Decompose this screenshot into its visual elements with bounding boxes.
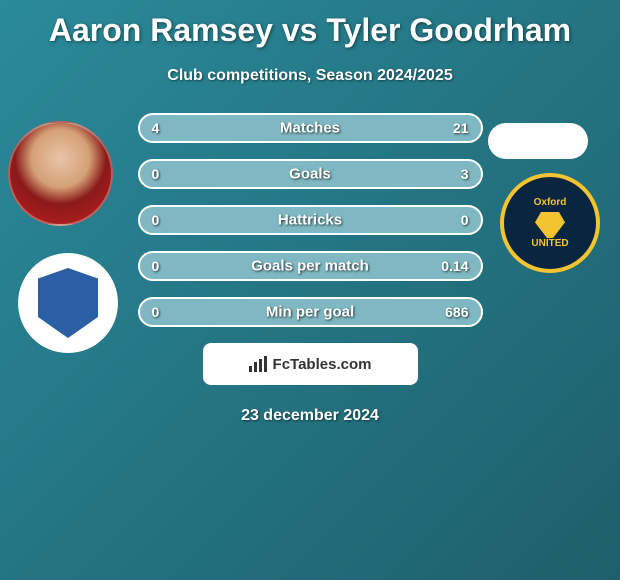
stat-label: Min per goal [266, 304, 354, 321]
stat-row-hattricks: 0 Hattricks 0 [138, 205, 483, 235]
chart-icon [249, 356, 267, 372]
club-left-badge [18, 253, 118, 353]
stat-row-min-per-goal: 0 Min per goal 686 [138, 297, 483, 327]
stat-bars: 4 Matches 21 0 Goals 3 0 Hattricks 0 0 G… [138, 113, 483, 327]
stat-left-value: 0 [152, 212, 160, 228]
stat-label: Hattricks [278, 212, 342, 229]
stat-row-goals-per-match: 0 Goals per match 0.14 [138, 251, 483, 281]
comparison-panel: Oxford UNITED 4 Matches 21 0 Goals 3 0 H… [0, 113, 620, 425]
page-title: Aaron Ramsey vs Tyler Goodrham [0, 0, 620, 49]
brand-box: FcTables.com [203, 343, 418, 385]
stat-label: Goals per match [251, 258, 369, 275]
stat-row-matches: 4 Matches 21 [138, 113, 483, 143]
stat-right-value: 686 [445, 304, 468, 320]
brand-text: FcTables.com [273, 356, 372, 373]
ox-icon [535, 212, 565, 238]
stat-right-value: 0 [461, 212, 469, 228]
club-right-text-top: Oxford [534, 197, 567, 208]
date-text: 23 december 2024 [0, 407, 620, 425]
stat-row-goals: 0 Goals 3 [138, 159, 483, 189]
player-left-avatar [8, 121, 113, 226]
player-right-avatar [488, 123, 588, 159]
club-right-text-bottom: UNITED [531, 238, 568, 249]
stat-label: Matches [280, 120, 340, 137]
subtitle: Club competitions, Season 2024/2025 [0, 67, 620, 85]
stat-left-value: 0 [152, 304, 160, 320]
stat-label: Goals [289, 166, 331, 183]
stat-right-value: 3 [461, 166, 469, 182]
stat-left-value: 0 [152, 166, 160, 182]
stat-left-value: 4 [152, 120, 160, 136]
stat-right-value: 21 [453, 120, 469, 136]
stat-right-value: 0.14 [441, 258, 468, 274]
club-right-badge: Oxford UNITED [500, 173, 600, 273]
stat-left-value: 0 [152, 258, 160, 274]
